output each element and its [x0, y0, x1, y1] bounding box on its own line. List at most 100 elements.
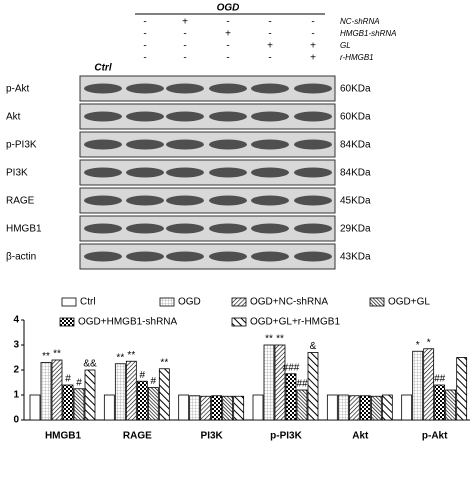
band	[251, 139, 289, 150]
sign: -	[143, 53, 146, 64]
bar	[62, 384, 74, 421]
y-tick-label: 4	[13, 315, 19, 326]
bar	[337, 394, 349, 421]
significance: #	[151, 376, 157, 387]
ctrl-label: Ctrl	[94, 63, 111, 74]
sign: +	[182, 17, 188, 28]
significance: *	[416, 340, 420, 351]
legend-label: OGD+HMGB1-shRNA	[78, 317, 178, 328]
sign: -	[226, 53, 229, 64]
band	[251, 195, 289, 206]
size-label: 60KDa	[340, 84, 371, 95]
sign: -	[226, 41, 229, 52]
legend-label: Ctrl	[80, 297, 96, 308]
condition-label: GL	[340, 41, 351, 50]
significance: ##	[296, 379, 308, 390]
legend-label: OGD+GL+r-HMGB1	[250, 317, 340, 328]
legend-swatch	[369, 297, 385, 307]
bar	[51, 359, 63, 421]
legend-label: OGD	[178, 297, 201, 308]
blot-panel	[79, 159, 336, 186]
band	[294, 83, 332, 94]
significance: #	[76, 377, 82, 388]
bar	[296, 389, 308, 421]
size-label: 45KDa	[340, 196, 371, 207]
bar	[252, 394, 264, 421]
sign: -	[183, 41, 186, 52]
bar	[178, 394, 190, 421]
y-tick-label: 3	[13, 340, 19, 351]
sign: +	[310, 41, 316, 52]
significance: &	[310, 341, 317, 352]
bar	[263, 344, 275, 421]
bar	[147, 387, 159, 421]
bar	[401, 394, 413, 421]
sign: -	[268, 29, 271, 40]
band	[209, 139, 247, 150]
bar	[73, 388, 85, 421]
protein-label: RAGE	[6, 196, 35, 207]
blot-panel	[79, 243, 336, 270]
bar	[412, 350, 424, 421]
significance: *	[427, 337, 431, 348]
band	[251, 251, 289, 262]
band	[84, 251, 122, 262]
band	[251, 83, 289, 94]
sign: -	[143, 41, 146, 52]
bar	[222, 395, 234, 421]
band	[84, 111, 122, 122]
band	[126, 83, 164, 94]
band	[84, 83, 122, 94]
band	[126, 167, 164, 178]
size-label: 43KDa	[340, 252, 371, 263]
blot-panel	[79, 215, 336, 242]
sign: -	[311, 17, 314, 28]
band	[84, 195, 122, 206]
band	[294, 139, 332, 150]
bar	[434, 384, 446, 421]
band	[294, 251, 332, 262]
bar	[359, 395, 371, 421]
x-tick-label: p-PI3K	[270, 431, 302, 442]
bar	[200, 395, 212, 421]
legend-swatch	[61, 297, 77, 307]
legend-swatch	[159, 297, 175, 307]
band	[209, 251, 247, 262]
legend-label: OGD+NC-shRNA	[250, 297, 328, 308]
band	[126, 251, 164, 262]
group-label: OGD	[217, 3, 240, 14]
band	[84, 139, 122, 150]
bar	[307, 352, 319, 421]
protein-label: p-PI3K	[6, 140, 37, 151]
bar	[233, 395, 245, 421]
bar	[423, 348, 435, 421]
size-label: 60KDa	[340, 112, 371, 123]
bar	[370, 395, 382, 421]
sign: -	[143, 29, 146, 40]
band	[84, 223, 122, 234]
significance: **	[127, 350, 135, 361]
bar	[348, 395, 360, 421]
x-tick-label: Akt	[352, 431, 369, 442]
bar	[84, 369, 96, 421]
band	[294, 167, 332, 178]
sign: -	[268, 53, 271, 64]
band	[294, 195, 332, 206]
significance: #	[140, 370, 146, 381]
protein-label: β-actin	[6, 252, 36, 263]
condition-label: NC-shRNA	[340, 17, 380, 26]
band	[294, 111, 332, 122]
sign: -	[183, 53, 186, 64]
bar	[29, 394, 41, 421]
band	[166, 167, 204, 178]
size-label: 84KDa	[340, 140, 371, 151]
band	[209, 167, 247, 178]
sign: -	[268, 17, 271, 28]
size-label: 84KDa	[340, 168, 371, 179]
band	[251, 167, 289, 178]
protein-label: HMGB1	[6, 224, 42, 235]
band	[126, 195, 164, 206]
protein-label: PI3K	[6, 168, 28, 179]
band	[294, 223, 332, 234]
band	[209, 195, 247, 206]
